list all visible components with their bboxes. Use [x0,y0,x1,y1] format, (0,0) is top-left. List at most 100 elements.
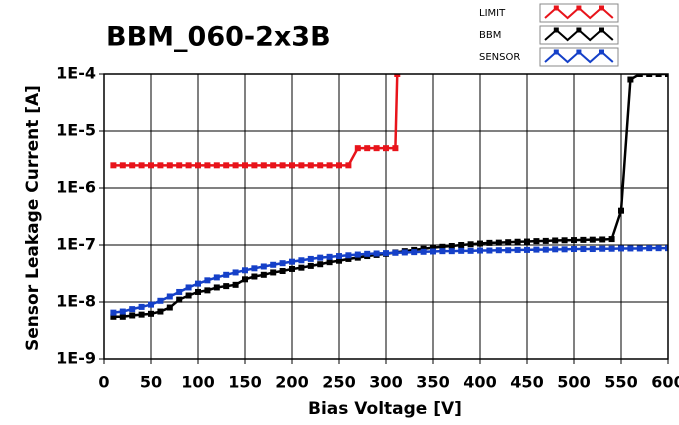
data-point [561,246,568,253]
legend-marker [553,5,559,11]
data-point [242,162,248,169]
data-point [533,238,540,245]
data-point [270,162,277,169]
data-point [213,274,220,281]
data-point [166,304,173,311]
data-point [354,145,361,152]
data-point [223,283,230,290]
data-point [618,245,624,252]
data-point [524,238,530,245]
data-point [627,245,634,252]
data-point [383,145,389,152]
data-point [279,260,286,267]
plot-border [103,73,669,360]
data-point [204,162,211,169]
legend-marker [553,27,559,33]
x-tick-label: 200 [275,373,308,392]
grid [99,73,669,364]
data-point [110,309,117,316]
data-point [298,162,305,169]
legend-marker [576,5,582,11]
data-point [251,265,258,272]
data-point [383,250,389,257]
data-point [655,74,662,77]
data-point [298,264,305,271]
data-point [157,308,164,315]
legend-swatch-box [539,25,619,45]
data-point [148,162,154,169]
y-axis-label: Sensor Leakage Current [A] [23,85,43,351]
data-point [195,280,201,287]
data-point [336,257,342,264]
data-point [242,276,248,283]
data-point [505,247,512,254]
data-point [119,162,126,169]
legend-label: SENSOR [479,52,520,63]
x-tick-label: 450 [510,373,543,392]
data-point [232,162,239,169]
data-point [608,236,615,243]
data-point [336,162,342,169]
data-point [157,162,164,169]
data-point [110,162,117,169]
data-point [401,249,408,256]
data-point [655,245,662,252]
y-tick-label: 1E-9 [56,349,96,368]
data-point [279,267,286,274]
data-point [110,313,117,320]
data-point [119,308,126,315]
data-point [204,287,211,294]
data-point [336,253,342,260]
data-point [636,245,643,252]
data-point [345,255,352,262]
plot [110,74,668,320]
data-point [307,255,314,262]
data-point [166,162,173,169]
data-point [251,162,258,169]
data-point [195,162,201,169]
data-point [223,162,230,169]
data-point [448,243,455,250]
data-point [477,247,483,254]
data-point [223,271,230,278]
data-point [533,246,540,253]
data-point [495,239,502,246]
data-point [542,237,549,244]
data-point [307,162,314,169]
data-point [561,237,568,244]
data-point [213,284,220,291]
data-point [618,207,624,214]
data-point [317,162,324,169]
y-tick-label: 1E-7 [56,235,96,254]
data-point [486,239,493,246]
x-tick-label: 100 [181,373,214,392]
data-point [665,74,668,77]
data-point [495,247,502,254]
data-point [552,237,559,244]
data-point [289,162,295,169]
data-point [411,249,418,256]
data-point [646,74,653,77]
data-point [317,254,324,261]
data-point [260,162,267,169]
legend-swatch-box [539,3,619,23]
y-tick-label: 1E-6 [56,178,96,197]
data-point [119,313,126,320]
data-point [486,247,493,254]
data-point [580,246,587,253]
data-point [195,288,201,295]
data-point [129,306,136,313]
legend: LIMIT BBM SENSOR [475,2,621,70]
data-point [232,281,239,288]
y-tick-label: 1E-5 [56,121,96,140]
x-tick-label: 150 [228,373,261,392]
data-point [636,74,643,77]
data-point [589,236,596,243]
data-point [298,257,305,264]
data-point [260,271,267,278]
x-tick-label: 600 [651,373,679,392]
data-point [157,297,164,304]
data-point [251,273,258,280]
data-point [420,248,427,255]
